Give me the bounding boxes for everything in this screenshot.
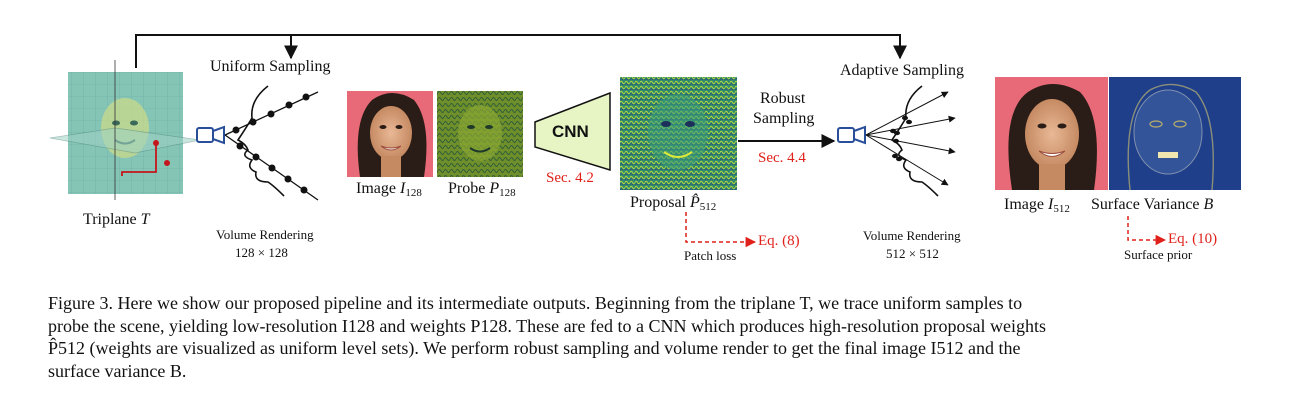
caption-line-4: surface variance B. — [48, 360, 187, 381]
sampling-label: Sampling — [753, 110, 815, 127]
triplane-figure — [49, 60, 201, 200]
face-profile-right — [890, 85, 939, 197]
surface-variance — [1109, 77, 1241, 191]
probe-128 — [437, 91, 523, 177]
figure-caption: Figure 3. Here we show our proposed pipe… — [48, 292, 1248, 382]
robust-label: Robust — [760, 90, 806, 107]
eq-8-label: Eq. (8) — [758, 233, 800, 249]
image-512-label: Image I512 — [1004, 196, 1070, 215]
sampling-rays-right — [865, 91, 956, 186]
volume-rendering-right-label: Volume Rendering — [863, 228, 961, 243]
patch-loss-label: Patch loss — [684, 248, 737, 263]
probe-128-label: Probe P128 — [448, 180, 516, 199]
adaptive-sampling-label: Adaptive Sampling — [840, 62, 964, 79]
caption-line-2: probe the scene, yielding low-resolution… — [48, 315, 1046, 336]
patch-loss-connector — [685, 212, 757, 248]
surface-prior-label: Surface prior — [1124, 247, 1193, 262]
sample-points-left — [232, 93, 310, 194]
surface-variance-label: Surface Variance B — [1091, 196, 1214, 213]
triplane-label: Triplane T — [83, 211, 150, 228]
image-128 — [347, 91, 433, 177]
image-128-label: Image I128 — [356, 180, 422, 199]
camera-icon-right — [837, 125, 866, 145]
image-512 — [995, 77, 1108, 190]
caption-line-3: P̂512 (weights are visualized as uniform… — [48, 338, 1021, 358]
resolution-right-label: 512 × 512 — [886, 246, 939, 261]
uniform-sampling-label: Uniform Sampling — [210, 58, 331, 75]
cnn-label: CNN — [552, 122, 589, 141]
surface-prior-connector — [1127, 216, 1167, 246]
proposal-512-label: Proposal P̂512 — [630, 194, 717, 213]
sec-4-4-label: Sec. 4.4 — [758, 150, 806, 166]
pipeline-diagram — [49, 34, 1241, 248]
camera-icon-left — [196, 125, 225, 145]
sec-4-2-label: Sec. 4.2 — [546, 170, 594, 186]
eq-10-label: Eq. (10) — [1168, 231, 1218, 247]
cnn-block — [534, 91, 611, 172]
volume-rendering-left-label: Volume Rendering — [216, 227, 314, 242]
proposal-512 — [620, 77, 737, 190]
caption-line-1: Figure 3. Here we show our proposed pipe… — [48, 293, 1023, 313]
face-profile-left — [236, 85, 285, 197]
resolution-left-label: 128 × 128 — [235, 245, 288, 260]
